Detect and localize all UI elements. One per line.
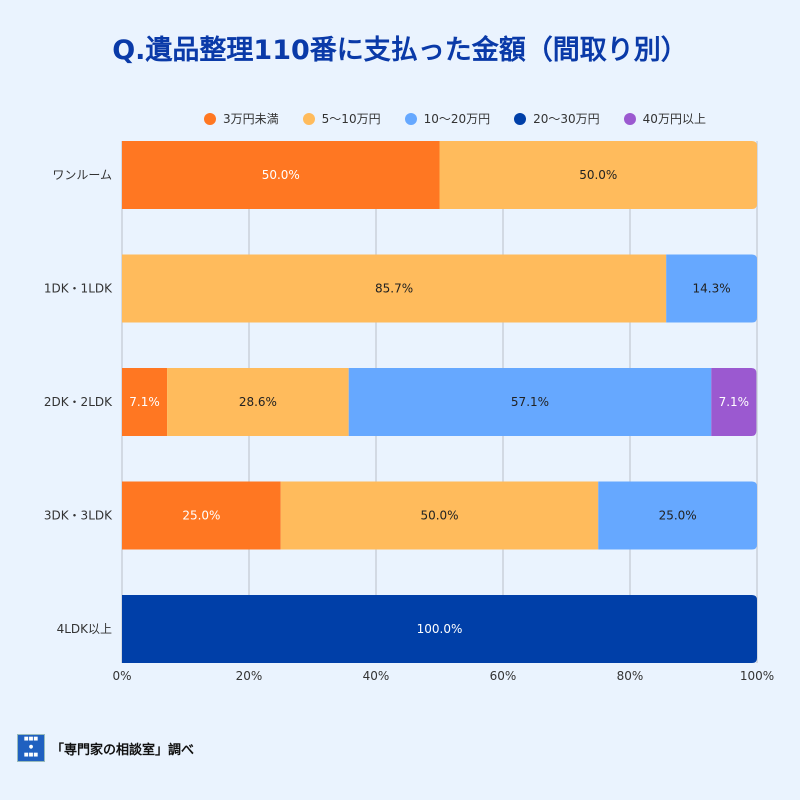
y-category-label: ワンルーム xyxy=(52,168,112,182)
legend: 3万円未満 5〜10万円 10〜20万円 20〜30万円 40万円以上 xyxy=(0,110,800,127)
data-label: 57.1% xyxy=(511,395,549,409)
bar-segment xyxy=(598,481,757,550)
bar-segment xyxy=(439,141,757,209)
legend-item: 20〜30万円 xyxy=(514,110,600,127)
source-footer: ■■■ ● ■■■ 「専門家の相談室」調べ xyxy=(17,734,194,762)
data-label: 50.0% xyxy=(420,509,458,523)
y-category-label: 2DK・2LDK xyxy=(44,395,113,409)
legend-label: 5〜10万円 xyxy=(321,112,381,126)
legend-label: 20〜30万円 xyxy=(533,112,600,126)
chart-title: Q.遺品整理110番に支払った金額（間取り別） xyxy=(112,35,688,66)
legend-item: 10〜20万円 xyxy=(404,110,491,127)
source-text: 「専門家の相談室」調べ xyxy=(51,742,195,758)
data-label: 7.1% xyxy=(129,395,160,409)
bar-segment xyxy=(280,481,599,550)
x-tick-label: 0% xyxy=(112,669,131,683)
data-label: 28.6% xyxy=(239,395,277,409)
bar-segment xyxy=(122,141,440,209)
legend-label: 3万円未満 xyxy=(223,112,279,126)
bar-segment xyxy=(122,595,757,663)
bar-segment xyxy=(122,368,168,436)
data-label: 25.0% xyxy=(182,509,220,523)
site-logo: ■■■ ● ■■■ xyxy=(17,734,45,762)
bar-segment xyxy=(711,368,757,436)
data-label: 85.7% xyxy=(375,282,413,296)
x-tick-label: 100% xyxy=(740,669,774,683)
bar-segment xyxy=(167,368,349,436)
data-label: 50.0% xyxy=(579,168,617,182)
x-tick-label: 20% xyxy=(236,669,263,683)
legend-label: 10〜20万円 xyxy=(423,112,491,126)
bar-segment xyxy=(122,254,667,323)
bar-segment xyxy=(666,254,757,323)
legend-label: 40万円以上 xyxy=(642,112,706,126)
bar-segment xyxy=(348,368,712,436)
data-label: 25.0% xyxy=(659,509,697,523)
x-tick-label: 60% xyxy=(490,669,517,683)
data-label: 7.1% xyxy=(719,395,750,409)
data-label: 14.3% xyxy=(693,282,731,296)
x-tick-label: 80% xyxy=(617,669,644,683)
data-label: 100.0% xyxy=(417,622,463,636)
legend-item: 5〜10万円 xyxy=(302,110,381,127)
y-category-label: 1DK・1LDK xyxy=(44,282,113,296)
legend-item: 40万円以上 xyxy=(623,110,706,127)
legend-item: 3万円未満 xyxy=(204,110,279,127)
x-tick-label: 40% xyxy=(363,669,390,683)
y-category-label: 3DK・3LDK xyxy=(44,509,113,523)
y-category-label: 4LDK以上 xyxy=(57,622,112,636)
legend-swatch xyxy=(302,112,315,125)
bar-segment xyxy=(122,481,281,550)
legend-swatch xyxy=(204,112,217,125)
legend-swatch xyxy=(623,112,636,125)
legend-swatch xyxy=(514,112,527,125)
legend-swatch xyxy=(404,112,417,125)
data-label: 50.0% xyxy=(262,168,300,182)
